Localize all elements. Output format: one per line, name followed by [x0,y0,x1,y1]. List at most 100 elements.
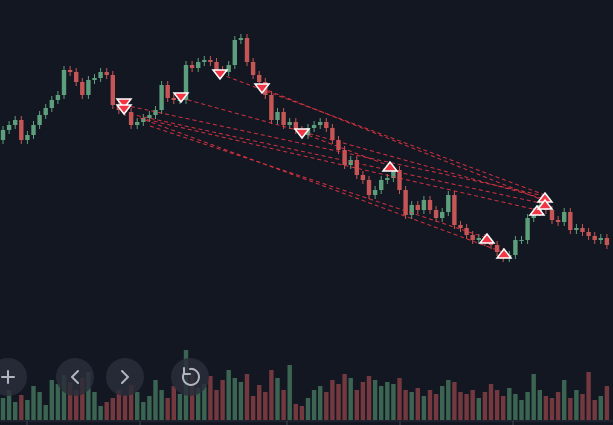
volume-bar [257,385,262,420]
volume-bar [427,390,433,420]
candle-body [43,108,48,115]
volume-bar [238,382,244,420]
candle-body [452,195,457,225]
volume-bar [202,384,207,420]
volume-bar [177,394,183,420]
candle-body [13,120,18,125]
candle-body [336,140,341,150]
volume-bar [488,384,494,420]
candle-body [574,228,579,230]
candle-body [586,232,591,236]
candle-body [6,125,12,130]
button-bg[interactable] [171,358,209,396]
volume-bar [67,382,73,420]
candle-body [67,70,73,72]
button-bg[interactable] [106,358,144,396]
candle-body [110,75,115,105]
zoom-in-button[interactable] [0,358,27,396]
volume-bar [452,382,457,420]
volume-bar [141,402,146,420]
candle-body [269,95,274,120]
volume-bar [391,384,396,420]
candle-body [348,160,353,165]
candle-body [385,178,390,180]
sell-marker [253,83,271,95]
candle-body [37,115,42,125]
candle-body [147,115,152,118]
buy-marker [536,198,554,210]
candle-body [525,218,530,240]
volume-bar [531,374,536,420]
volume-bar [598,396,603,420]
volume-bar [348,378,353,420]
candle-body [568,212,573,230]
candle-body [31,125,36,135]
sell-marker [115,104,133,116]
candle-body [25,135,30,140]
signal-line [149,125,488,239]
volume-bar [415,388,420,420]
volume-bar [397,378,402,420]
volume-bar [171,386,176,420]
volume-bar [543,396,549,420]
candle-body [415,205,420,210]
volume-bar [574,390,579,420]
volume-bar [372,380,378,420]
volume-bar [55,384,61,420]
candle-body [189,65,195,68]
candle-body [330,128,335,140]
candle-body [135,122,140,125]
candle-body [128,112,134,125]
volume-bar [501,396,506,420]
candle-body [153,110,158,115]
candle-body [287,122,292,125]
volume-bar [287,365,292,420]
candle-body [409,205,414,215]
volume-bar [208,376,213,420]
volume-bar [336,384,341,420]
volume-bar [507,388,512,420]
scroll-left-button[interactable] [56,358,94,396]
candle-body [604,238,610,245]
volume-bar [31,386,36,420]
candle-body [580,228,585,232]
volume-bar [409,392,414,420]
buy-marker [478,232,496,244]
right-icon [121,370,129,384]
sell-marker [115,98,133,110]
candle-body [86,80,91,95]
candle-body [250,62,256,75]
sell-marker [293,128,311,140]
candle-body [391,170,396,178]
candle-body [476,238,481,240]
volume-bar [433,394,439,420]
reset-button[interactable] [171,358,209,396]
candle-body [232,40,237,65]
volume-bar [586,372,591,420]
candle-body [494,245,500,252]
volume-bar [403,390,408,420]
volume-bar [80,378,85,420]
volume-bar [159,390,164,420]
signal-line [219,73,546,196]
volume-bar [513,394,518,420]
volume-bar [0,398,6,420]
candle-body [74,72,79,82]
candle-body [440,212,445,218]
volume-bar [220,380,225,420]
volume-bar [98,406,103,420]
candle-body [366,180,372,195]
reset-icon [181,367,200,386]
volume-bar [470,390,475,420]
volume-bar [110,398,115,420]
volume-bar [196,388,201,420]
candle-body [275,112,280,120]
candle-body [104,72,109,75]
volume-bar [128,385,134,420]
candle-body [464,228,469,235]
scroll-right-button[interactable] [106,358,144,396]
candle-body [183,65,189,100]
volume-bar [86,372,91,420]
candle-body [318,122,323,125]
button-bg[interactable] [56,358,94,396]
